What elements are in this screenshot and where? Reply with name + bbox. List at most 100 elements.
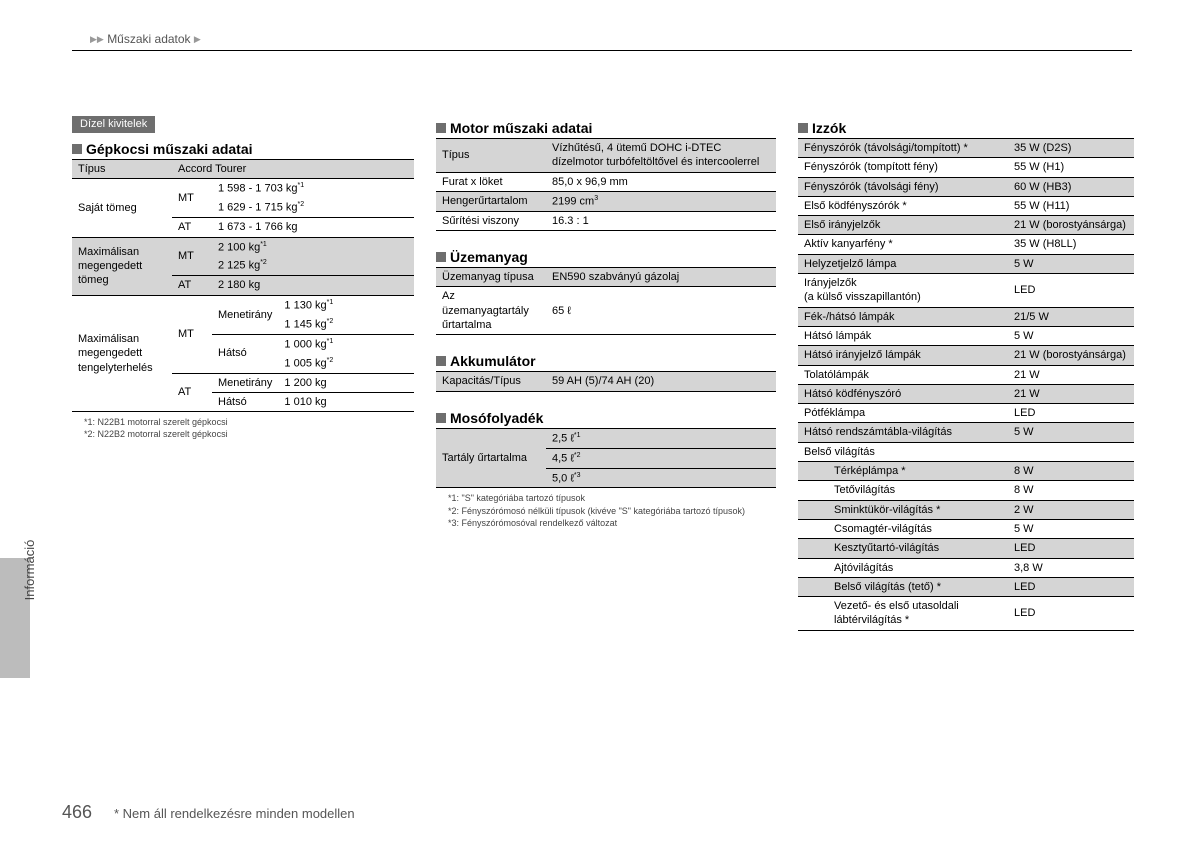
column-3: Izzók Fényszórók (távolsági/tompított) *…	[798, 116, 1134, 631]
cell: Típus	[72, 160, 172, 179]
footer-note: * Nem áll rendelkezésre minden modellen	[114, 806, 355, 821]
cell: 2199 cm3	[546, 191, 776, 211]
bulbs-interior-table: Belső világításTérképlámpa *8 WTetővilág…	[798, 442, 1134, 631]
cell: Sűrítési viszony	[436, 211, 546, 230]
cell: Típus	[436, 139, 546, 173]
cell: Hátsó lámpák	[798, 326, 1008, 345]
cell: 21 W (borostyánsárga)	[1008, 346, 1134, 365]
cell: Tolatólámpák	[798, 365, 1008, 384]
cell: Maximálisan megengedett tengelyterhelés	[72, 295, 172, 411]
cell: 65 ℓ	[546, 287, 776, 335]
cell: Kesztyűtartó-világítás	[798, 539, 1008, 558]
cell: 5 W	[1008, 519, 1134, 538]
cell: Accord Tourer	[172, 160, 414, 179]
footnote: *1: "S" kategóriába tartozó típusok	[448, 492, 776, 504]
vehicle-table: Típus Accord Tourer Saját tömeg MT 1 598…	[72, 159, 414, 412]
top-rule	[72, 50, 1132, 51]
vehicle-heading-text: Gépkocsi műszaki adatai	[86, 141, 253, 157]
vehicle-heading: Gépkocsi műszaki adatai	[72, 141, 414, 157]
cell: 1 629 - 1 715 kg*2	[212, 198, 414, 217]
cell: MT	[172, 179, 212, 218]
cell: Első irányjelzők	[798, 216, 1008, 235]
cell: Hátsó	[212, 334, 278, 373]
cell: 4,5 ℓ*2	[546, 448, 776, 468]
square-icon	[436, 413, 446, 423]
cell: 1 130 kg*1	[278, 295, 414, 314]
cell: 5 W	[1008, 254, 1134, 273]
cell: Kapacitás/Típus	[436, 372, 546, 391]
cell: Menetirány	[212, 295, 278, 334]
cell: 2 180 kg	[212, 276, 414, 295]
cell: 1 200 kg	[278, 373, 414, 392]
cell: 1 598 - 1 703 kg*1	[212, 179, 414, 198]
square-icon	[436, 123, 446, 133]
cell: 2,5 ℓ*1	[546, 428, 776, 448]
bulbs-table: Fényszórók (távolsági/tompított) *35 W (…	[798, 138, 1134, 442]
cell: LED	[1008, 577, 1134, 596]
cell: 55 W (H1)	[1008, 158, 1134, 177]
interior-heading-cell: Belső világítás	[798, 442, 1134, 461]
diesel-badge: Dízel kivitelek	[72, 116, 155, 133]
cell: LED	[1008, 404, 1134, 423]
washer-footnotes: *1: "S" kategóriába tartozó típusok *2: …	[436, 492, 776, 528]
engine-table: Típus Vízhűtésű, 4 ütemű DOHC i-DTEC díz…	[436, 138, 776, 231]
cell: Fényszórók (távolsági fény)	[798, 177, 1008, 196]
engine-heading-text: Motor műszaki adatai	[450, 120, 592, 136]
cell: AT	[172, 373, 212, 412]
cell: 8 W	[1008, 462, 1134, 481]
washer-heading: Mosófolyadék	[436, 410, 776, 426]
cell: LED	[1008, 597, 1134, 631]
vehicle-footnotes: *1: N22B1 motorral szerelt gépkocsi *2: …	[72, 416, 414, 440]
cell: 5 W	[1008, 326, 1134, 345]
cell: Üzemanyag típusa	[436, 268, 546, 287]
cell: Hátsó irányjelző lámpák	[798, 346, 1008, 365]
cell: 1 145 kg*2	[278, 315, 414, 334]
cell: 1 010 kg	[278, 392, 414, 411]
page-number: 466	[62, 802, 92, 823]
square-icon	[72, 144, 82, 154]
cell: 21/5 W	[1008, 307, 1134, 326]
cell: 60 W (HB3)	[1008, 177, 1134, 196]
cell: Ajtóvilágítás	[798, 558, 1008, 577]
cell: Hátsó	[212, 392, 278, 411]
cell: 1 005 kg*2	[278, 354, 414, 373]
fuel-heading: Üzemanyag	[436, 249, 776, 265]
square-icon	[436, 356, 446, 366]
battery-heading-text: Akkumulátor	[450, 353, 536, 369]
cell: MT	[172, 237, 212, 276]
cell: 8 W	[1008, 481, 1134, 500]
cell: 1 673 - 1 766 kg	[212, 218, 414, 237]
cell: Az üzemanyagtartály űrtartalma	[436, 287, 546, 335]
square-icon	[798, 123, 808, 133]
cell: 21 W	[1008, 365, 1134, 384]
bulbs-heading-text: Izzók	[812, 120, 846, 136]
battery-heading: Akkumulátor	[436, 353, 776, 369]
fuel-table: Üzemanyag típusa EN590 szabványú gázolaj…	[436, 267, 776, 335]
footnote: *1: N22B1 motorral szerelt gépkocsi	[84, 416, 414, 428]
cell: LED	[1008, 539, 1134, 558]
chevron-icon: ▶	[194, 34, 201, 44]
cell: Irányjelzők (a külső visszapillantón)	[798, 274, 1008, 308]
cell: Fényszórók (távolsági/tompított) *	[798, 139, 1008, 158]
cell: Maximálisan megengedett tömeg	[72, 237, 172, 295]
fuel-heading-text: Üzemanyag	[450, 249, 528, 265]
cell: 5 W	[1008, 423, 1134, 442]
cell: 2 100 kg*1	[212, 237, 414, 256]
footnote: *3: Fényszórómosóval rendelkező változat	[448, 517, 776, 529]
footnote: *2: Fényszórómosó nélküli típusok (kivév…	[448, 505, 776, 517]
cell: Menetirány	[212, 373, 278, 392]
cell: Fényszórók (tompított fény)	[798, 158, 1008, 177]
cell: 35 W (D2S)	[1008, 139, 1134, 158]
cell: 2 125 kg*2	[212, 256, 414, 275]
cell: 5,0 ℓ*3	[546, 468, 776, 488]
cell: MT	[172, 295, 212, 373]
cell: EN590 szabványú gázolaj	[546, 268, 776, 287]
cell: Belső világítás (tető) *	[798, 577, 1008, 596]
cell: Saját tömeg	[72, 179, 172, 237]
cell: 16.3 : 1	[546, 211, 776, 230]
cell: Sminktükör-világítás *	[798, 500, 1008, 519]
cell: Tetővilágítás	[798, 481, 1008, 500]
cell: 55 W (H11)	[1008, 196, 1134, 215]
cell: 59 AH (5)/74 AH (20)	[546, 372, 776, 391]
chevron-icon: ▶▶	[90, 34, 104, 44]
